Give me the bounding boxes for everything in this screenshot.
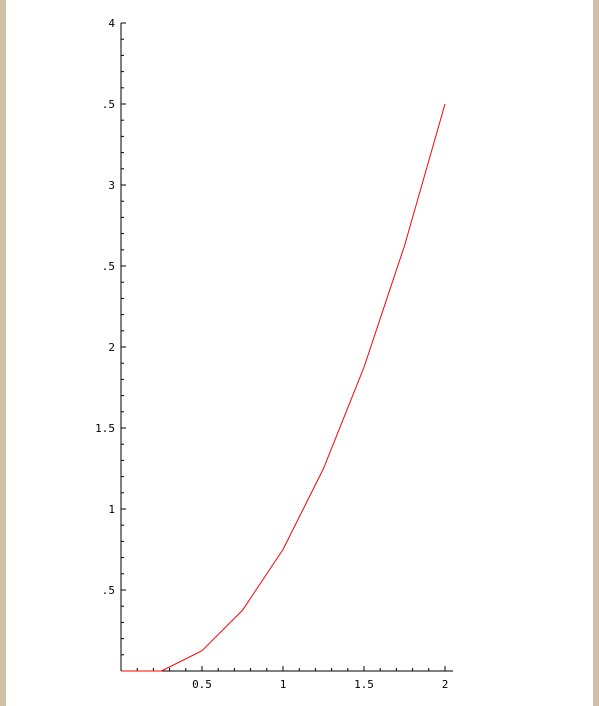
y-tick-label: 3 <box>108 179 115 192</box>
plot-frame <box>6 0 593 706</box>
y-tick-label: 4 <box>108 17 115 30</box>
x-tick-label: 1.5 <box>354 678 374 691</box>
x-tick-label: 1 <box>280 678 287 691</box>
x-tick-label: 0.5 <box>192 678 212 691</box>
y-tick-label: .5 <box>102 584 115 597</box>
y-tick-label: .5 <box>102 260 115 273</box>
y-tick-label: 1.5 <box>95 422 115 435</box>
series-line <box>121 103 446 672</box>
y-tick-label: 1 <box>108 503 115 516</box>
y-tick-label: 2 <box>108 341 115 354</box>
x-tick-label: 2 <box>442 678 449 691</box>
y-tick-label: .5 <box>102 98 115 111</box>
axes: 0.5 1 1.5 2 .5 1 1.5 2 .5 3 .5 4 <box>95 17 453 691</box>
series-layer <box>121 103 446 672</box>
